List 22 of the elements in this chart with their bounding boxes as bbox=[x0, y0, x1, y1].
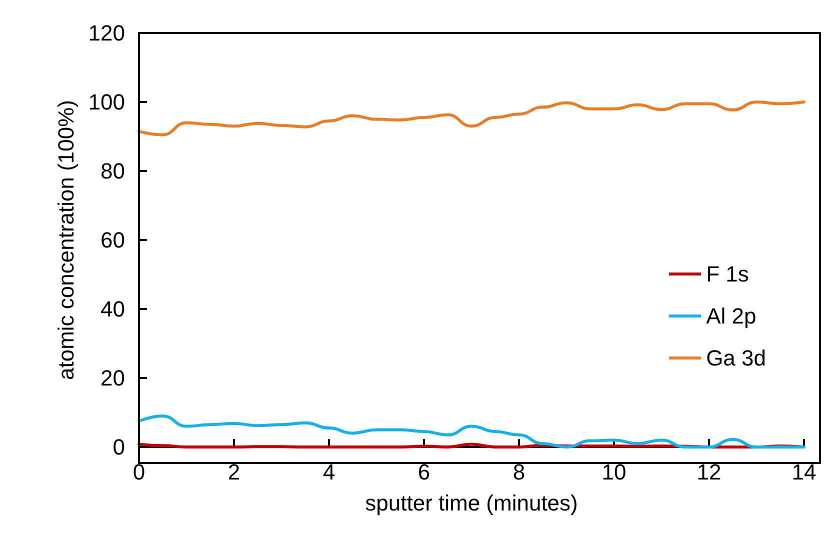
y-tick-label: 20 bbox=[100, 366, 125, 390]
legend-label: Ga 3d bbox=[706, 346, 766, 370]
y-tick-label: 80 bbox=[100, 158, 125, 184]
line-series bbox=[138, 100, 806, 136]
y-tick-label: 60 bbox=[100, 228, 125, 252]
x-tick-label: 2 bbox=[228, 460, 240, 484]
line-series bbox=[138, 414, 806, 448]
x-tick-label: 4 bbox=[322, 460, 336, 484]
x-tick-label: 14 bbox=[792, 460, 816, 484]
y-tick-label: 120 bbox=[88, 20, 125, 46]
y-tick-label: 100 bbox=[88, 90, 125, 114]
x-tick-label: 10 bbox=[602, 460, 626, 484]
x-axis-title: sputter time (minutes) bbox=[365, 490, 578, 516]
y-tick-label: 0 bbox=[112, 434, 125, 460]
y-axis-title: atomic concentration (100%) bbox=[54, 100, 78, 380]
legend-label: Al 2p bbox=[706, 304, 756, 328]
x-tick-label: 0 bbox=[132, 460, 146, 484]
x-tick-label: 12 bbox=[696, 460, 722, 484]
x-tick-label: 6 bbox=[418, 460, 430, 484]
x-tick-label: 8 bbox=[512, 460, 526, 484]
legend-label: F 1s bbox=[706, 262, 749, 286]
y-tick-label: 40 bbox=[100, 296, 125, 322]
